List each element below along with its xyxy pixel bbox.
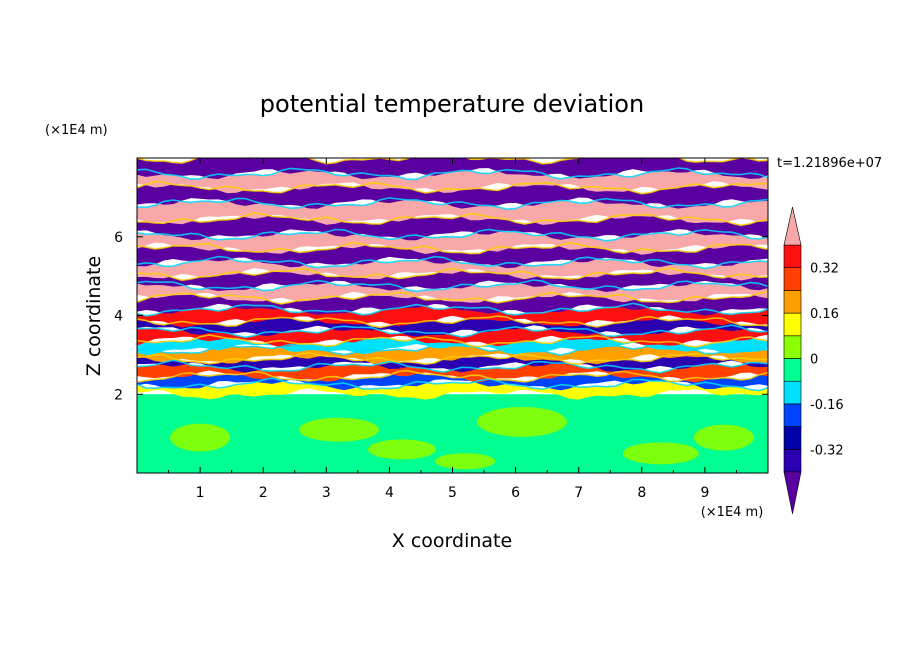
y-axis-unit: (×1E4 m) bbox=[45, 123, 108, 138]
x-axis-unit: (×1E4 m) bbox=[701, 505, 764, 520]
y-tick-label-2: 2 bbox=[114, 387, 123, 403]
contour-edge-12 bbox=[137, 255, 768, 270]
contour-edge-1 bbox=[137, 369, 768, 383]
contour-edge-5 bbox=[137, 334, 768, 348]
contour-band-14 bbox=[137, 229, 768, 255]
chart-title: potential temperature deviation bbox=[260, 90, 644, 118]
time-label: t=1.21896e+07 bbox=[777, 156, 882, 171]
lower-patch-4 bbox=[622, 442, 699, 465]
contour-edge-8 bbox=[137, 302, 768, 317]
x-tick-label-3: 3 bbox=[322, 485, 331, 501]
lower-patch-0 bbox=[170, 423, 231, 452]
lower-patch-6 bbox=[435, 453, 496, 470]
contour-edge-10 bbox=[137, 279, 768, 293]
colorbar-segment-9 bbox=[783, 244, 802, 269]
x-tick-label-7: 7 bbox=[574, 485, 583, 501]
colorbar-tick-label-1: 0.16 bbox=[810, 307, 839, 322]
y-tick-label-6: 6 bbox=[114, 230, 123, 246]
y-axis-ticks: 2 4 6 bbox=[114, 230, 768, 403]
contour-edge-0 bbox=[137, 377, 768, 392]
colorbar-segment-3 bbox=[783, 380, 802, 405]
colorbar-segment-7 bbox=[783, 290, 802, 314]
colorbar-segment-2 bbox=[783, 403, 802, 427]
x-tick-label-5: 5 bbox=[448, 485, 457, 501]
contour-band-16 bbox=[137, 197, 768, 225]
contour-edge-6 bbox=[137, 324, 768, 339]
contour-band-1 bbox=[137, 370, 768, 391]
contour-edge-17 bbox=[137, 180, 768, 195]
contour-band-6 bbox=[137, 325, 768, 348]
contour-band-3 bbox=[137, 352, 768, 373]
colorbar-segment-8 bbox=[783, 267, 802, 291]
lower-patch-2 bbox=[368, 439, 437, 460]
contour-band-7 bbox=[137, 316, 768, 337]
upper-layer bbox=[137, 158, 768, 400]
contour-edge-2 bbox=[137, 359, 768, 374]
y-tick-label-4: 4 bbox=[114, 309, 123, 325]
colorbar: 0.32 0.16 0 -0.16 -0.32 bbox=[783, 206, 844, 515]
contour-edge-18 bbox=[137, 167, 768, 181]
lower-patch-5 bbox=[693, 424, 754, 451]
contour-edge-4 bbox=[137, 343, 768, 356]
x-tick-label-1: 1 bbox=[196, 485, 205, 501]
y-axis-label: Z coordinate bbox=[83, 256, 105, 376]
contour-edge-13 bbox=[137, 241, 768, 255]
colorbar-segment-6 bbox=[783, 312, 802, 337]
x-axis-ticks: 1 2 3 4 5 6 7 8 9 bbox=[168, 158, 737, 501]
colorbar-tick-label-3: -0.16 bbox=[810, 398, 844, 413]
lower-patch-3 bbox=[476, 406, 567, 437]
contour-edge-11 bbox=[137, 267, 768, 282]
colorbar-segment-0 bbox=[783, 448, 802, 473]
x-tick-label-9: 9 bbox=[700, 485, 709, 501]
contour-edge-14 bbox=[137, 228, 768, 242]
x-tick-label-4: 4 bbox=[385, 485, 394, 501]
colorbar-bottom-arrow bbox=[783, 471, 802, 515]
contour-edge-15 bbox=[137, 212, 768, 227]
colorbar-tick-label-0: 0.32 bbox=[810, 262, 839, 277]
colorbar-tick-label-2: 0 bbox=[810, 353, 818, 368]
colorbar-top-arrow bbox=[783, 206, 802, 246]
lower-patch-1 bbox=[298, 417, 379, 442]
x-tick-label-6: 6 bbox=[511, 485, 520, 501]
contour-band-15 bbox=[137, 213, 768, 241]
colorbar-segment-4 bbox=[783, 358, 802, 382]
x-tick-label-8: 8 bbox=[637, 485, 646, 501]
contour-edge-7 bbox=[137, 315, 768, 329]
colorbar-tick-label-4: -0.32 bbox=[810, 443, 844, 458]
colorbar-segment-5 bbox=[783, 335, 802, 359]
contour-edge-16 bbox=[137, 197, 768, 211]
contour-edge-9 bbox=[137, 290, 768, 305]
contour-band-8 bbox=[137, 303, 768, 328]
colorbar-segment-1 bbox=[783, 426, 802, 450]
contour-field bbox=[137, 158, 768, 473]
x-axis-label: X coordinate bbox=[392, 530, 512, 552]
x-tick-label-2: 2 bbox=[259, 485, 268, 501]
lower-layer bbox=[137, 394, 768, 473]
contour-edge-3 bbox=[137, 351, 768, 366]
